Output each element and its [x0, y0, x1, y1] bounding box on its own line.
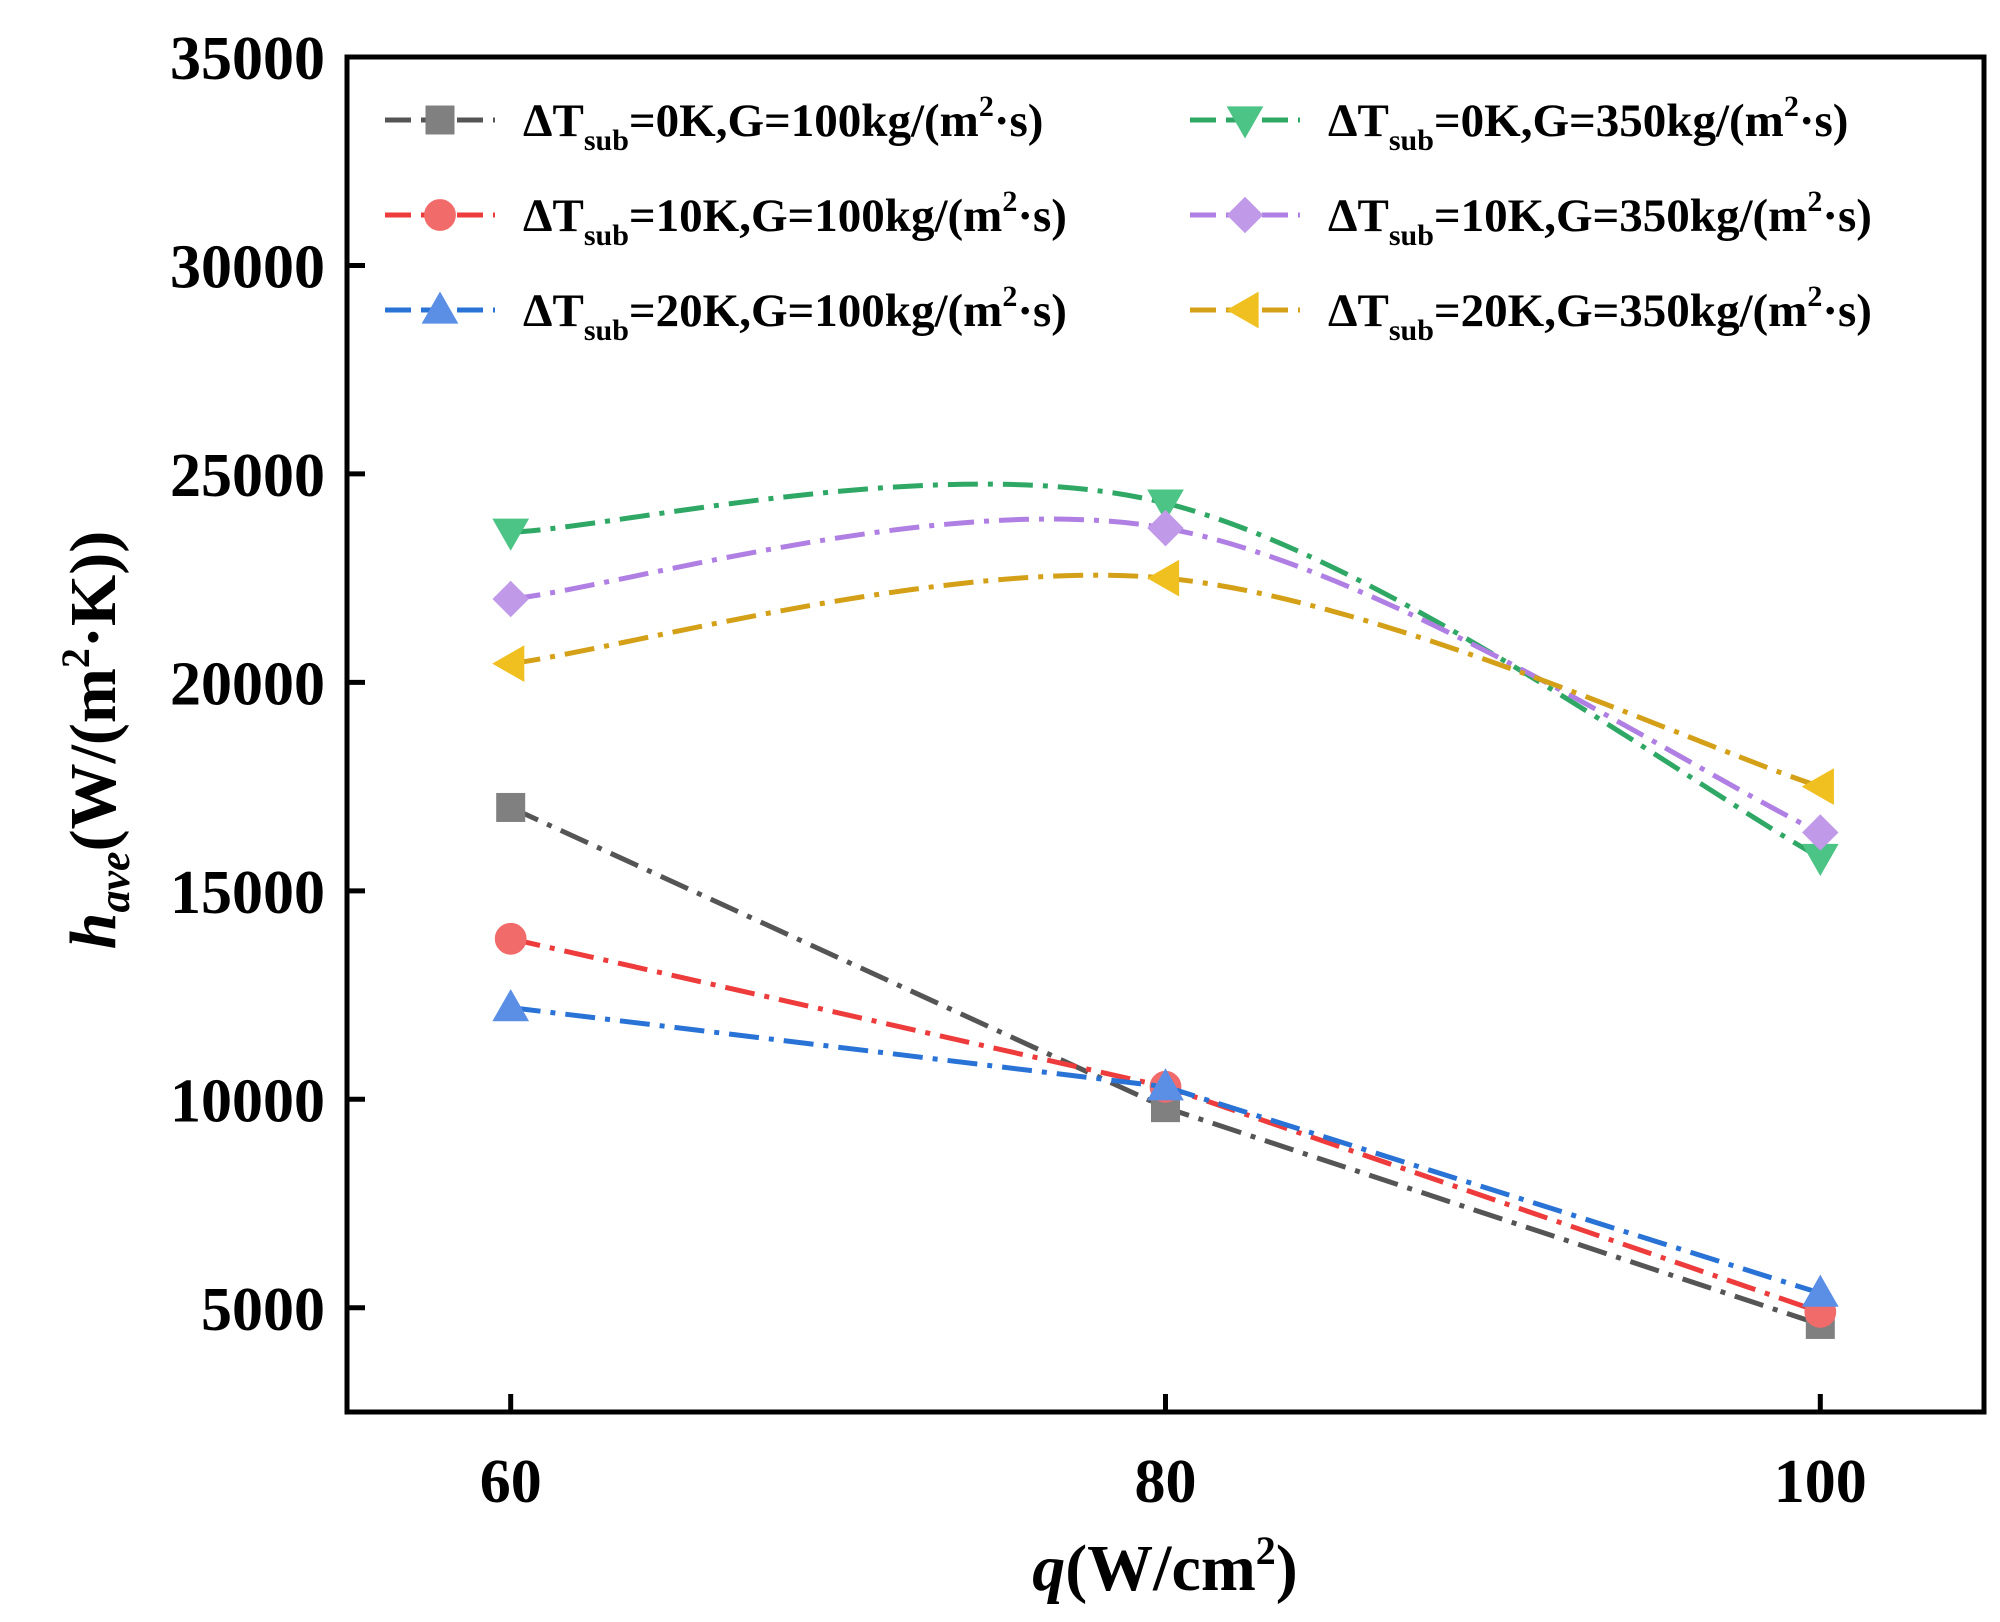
series-4-point-2	[1802, 814, 1839, 851]
y-axis-title: have(W/(m2·K))	[53, 531, 139, 949]
legend-label-3-tail: ·s)	[1799, 95, 1849, 147]
legend-label-3-lead: ΔT	[1328, 95, 1389, 147]
series-line-2	[510, 1005, 1822, 1296]
y-axis-title-unit: (W/(m	[57, 668, 130, 851]
series-2-point-1	[1147, 1068, 1184, 1101]
y-tick-label-5: 30000	[170, 233, 325, 301]
legend-label-1-lead: ΔT	[523, 190, 584, 242]
y-axis-title-exponent: 2	[53, 648, 98, 668]
legend-swatch-marker-3	[1226, 106, 1264, 139]
legend-item-1: ΔTsub=10K,G=100kg/(m2·s)	[385, 185, 1067, 252]
x-axis-title: q(W/cm2)	[1032, 1528, 1298, 1605]
legend-swatch-marker-2	[421, 291, 459, 324]
y-axis-title-symbol: h	[57, 912, 130, 949]
legend-label-5-tail: ·s)	[1822, 285, 1872, 337]
legend-label-3-mid: =0K,G=350kg/(m	[1434, 95, 1784, 147]
series-layer	[492, 481, 1839, 1339]
legend-label-2-lead: ΔT	[523, 285, 584, 337]
axes-layer: 5000 10000 15000 20000 25000 30000 35000 60 80 10…	[170, 25, 1867, 1516]
series-5-point-1	[1146, 559, 1180, 597]
series-2-point-0	[492, 989, 530, 1022]
legend-label-5-sup: 2	[1807, 280, 1822, 313]
y-axis-title-subscript: ave	[90, 851, 139, 912]
legend-label-5-lead: ΔT	[1328, 285, 1389, 337]
legend-label-1-tail: ·s)	[1017, 190, 1067, 242]
legend-label-0-sup: 2	[979, 90, 994, 123]
series-line-5	[510, 572, 1822, 789]
legend-label-5-sub: sub	[1389, 314, 1434, 347]
x-axis-title-unit: (W/cm	[1065, 1532, 1256, 1605]
x-tick-label-0: 60	[480, 1448, 542, 1516]
series-3-point-0	[492, 518, 530, 551]
series-3-point-1	[1147, 489, 1184, 522]
legend-label-3: ΔTsub=0K,G=350kg/(m2·s)	[1328, 90, 1848, 157]
legend-label-4-sub: sub	[1389, 219, 1434, 252]
legend-label-4-lead: ΔT	[1328, 190, 1389, 242]
legend-item-3: ΔTsub=0K,G=350kg/(m2·s)	[1190, 90, 1848, 157]
y-tick-label-0: 5000	[201, 1276, 325, 1344]
legend-label-1: ΔTsub=10K,G=100kg/(m2·s)	[523, 185, 1067, 252]
series-4-point-1	[1147, 509, 1184, 547]
legend-label-1-sup: 2	[1002, 185, 1017, 218]
legend-label-0-mid: =0K,G=100kg/(m	[629, 95, 979, 147]
series-4-point-0	[492, 580, 529, 618]
series-line-4	[510, 516, 1822, 835]
series-0-point-0	[496, 792, 526, 822]
legend-label-4-tail: ·s)	[1822, 190, 1872, 242]
series-line-1	[510, 936, 1822, 1315]
legend-label-2-mid: =20K,G=100kg/(m	[629, 285, 1002, 337]
x-tick-label-1: 80	[1135, 1448, 1197, 1516]
legend-item-4: ΔTsub=10K,G=350kg/(m2·s)	[1190, 185, 1872, 252]
legend-label-2: ΔTsub=20K,G=100kg/(m2·s)	[523, 280, 1067, 347]
legend-label-1-sub: sub	[584, 219, 629, 252]
legend-item-5: ΔTsub=20K,G=350kg/(m2·s)	[1190, 280, 1872, 347]
legend-swatch-marker-1	[424, 199, 456, 231]
y-tick-label-4: 25000	[170, 442, 325, 510]
series-1-point-0	[494, 922, 527, 955]
series-5-point-2	[1801, 768, 1834, 805]
legend-label-0-sub: sub	[584, 124, 629, 157]
x-axis-title-exponent: 2	[1256, 1528, 1276, 1573]
legend: ΔTsub=0K,G=100kg/(m2·s)ΔTsub=10K,G=100kg…	[385, 90, 1872, 347]
y-tick-label-6: 35000	[170, 25, 325, 93]
legend-label-4: ΔTsub=10K,G=350kg/(m2·s)	[1328, 185, 1872, 252]
x-axis-title-close: )	[1276, 1532, 1298, 1605]
x-tick-label-2: 100	[1774, 1448, 1867, 1516]
legend-label-0-lead: ΔT	[523, 95, 584, 147]
y-tick-label-1: 10000	[170, 1067, 325, 1135]
legend-label-2-sub: sub	[584, 314, 629, 347]
legend-label-5: ΔTsub=20K,G=350kg/(m2·s)	[1328, 280, 1872, 347]
series-2-point-2	[1801, 1274, 1839, 1307]
plot-frame	[344, 54, 1987, 1415]
legend-label-3-sub: sub	[1389, 124, 1434, 157]
legend-label-1-mid: =10K,G=100kg/(m	[629, 190, 1002, 242]
legend-label-2-tail: ·s)	[1017, 285, 1067, 337]
legend-label-0: ΔTsub=0K,G=100kg/(m2·s)	[523, 90, 1043, 157]
legend-swatch-marker-5	[1226, 291, 1259, 329]
series-line-3	[510, 481, 1822, 860]
series-5-point-0	[492, 645, 525, 682]
legend-label-5-mid: =20K,G=350kg/(m	[1434, 285, 1807, 337]
y-axis-title-close: ·K))	[57, 531, 130, 648]
legend-label-2-sup: 2	[1002, 280, 1017, 313]
legend-label-0-tail: ·s)	[994, 95, 1044, 147]
x-axis-title-symbol: q	[1032, 1532, 1065, 1605]
legend-swatch-marker-0	[425, 105, 455, 135]
legend-item-0: ΔTsub=0K,G=100kg/(m2·s)	[385, 90, 1043, 157]
legend-label-3-sup: 2	[1784, 90, 1799, 123]
y-tick-label-2: 15000	[170, 859, 325, 927]
legend-swatch-marker-4	[1226, 196, 1264, 234]
legend-item-2: ΔTsub=20K,G=100kg/(m2·s)	[385, 280, 1067, 347]
legend-label-4-mid: =10K,G=350kg/(m	[1434, 190, 1807, 242]
y-tick-label-3: 20000	[170, 650, 325, 718]
legend-label-4-sup: 2	[1807, 185, 1822, 218]
